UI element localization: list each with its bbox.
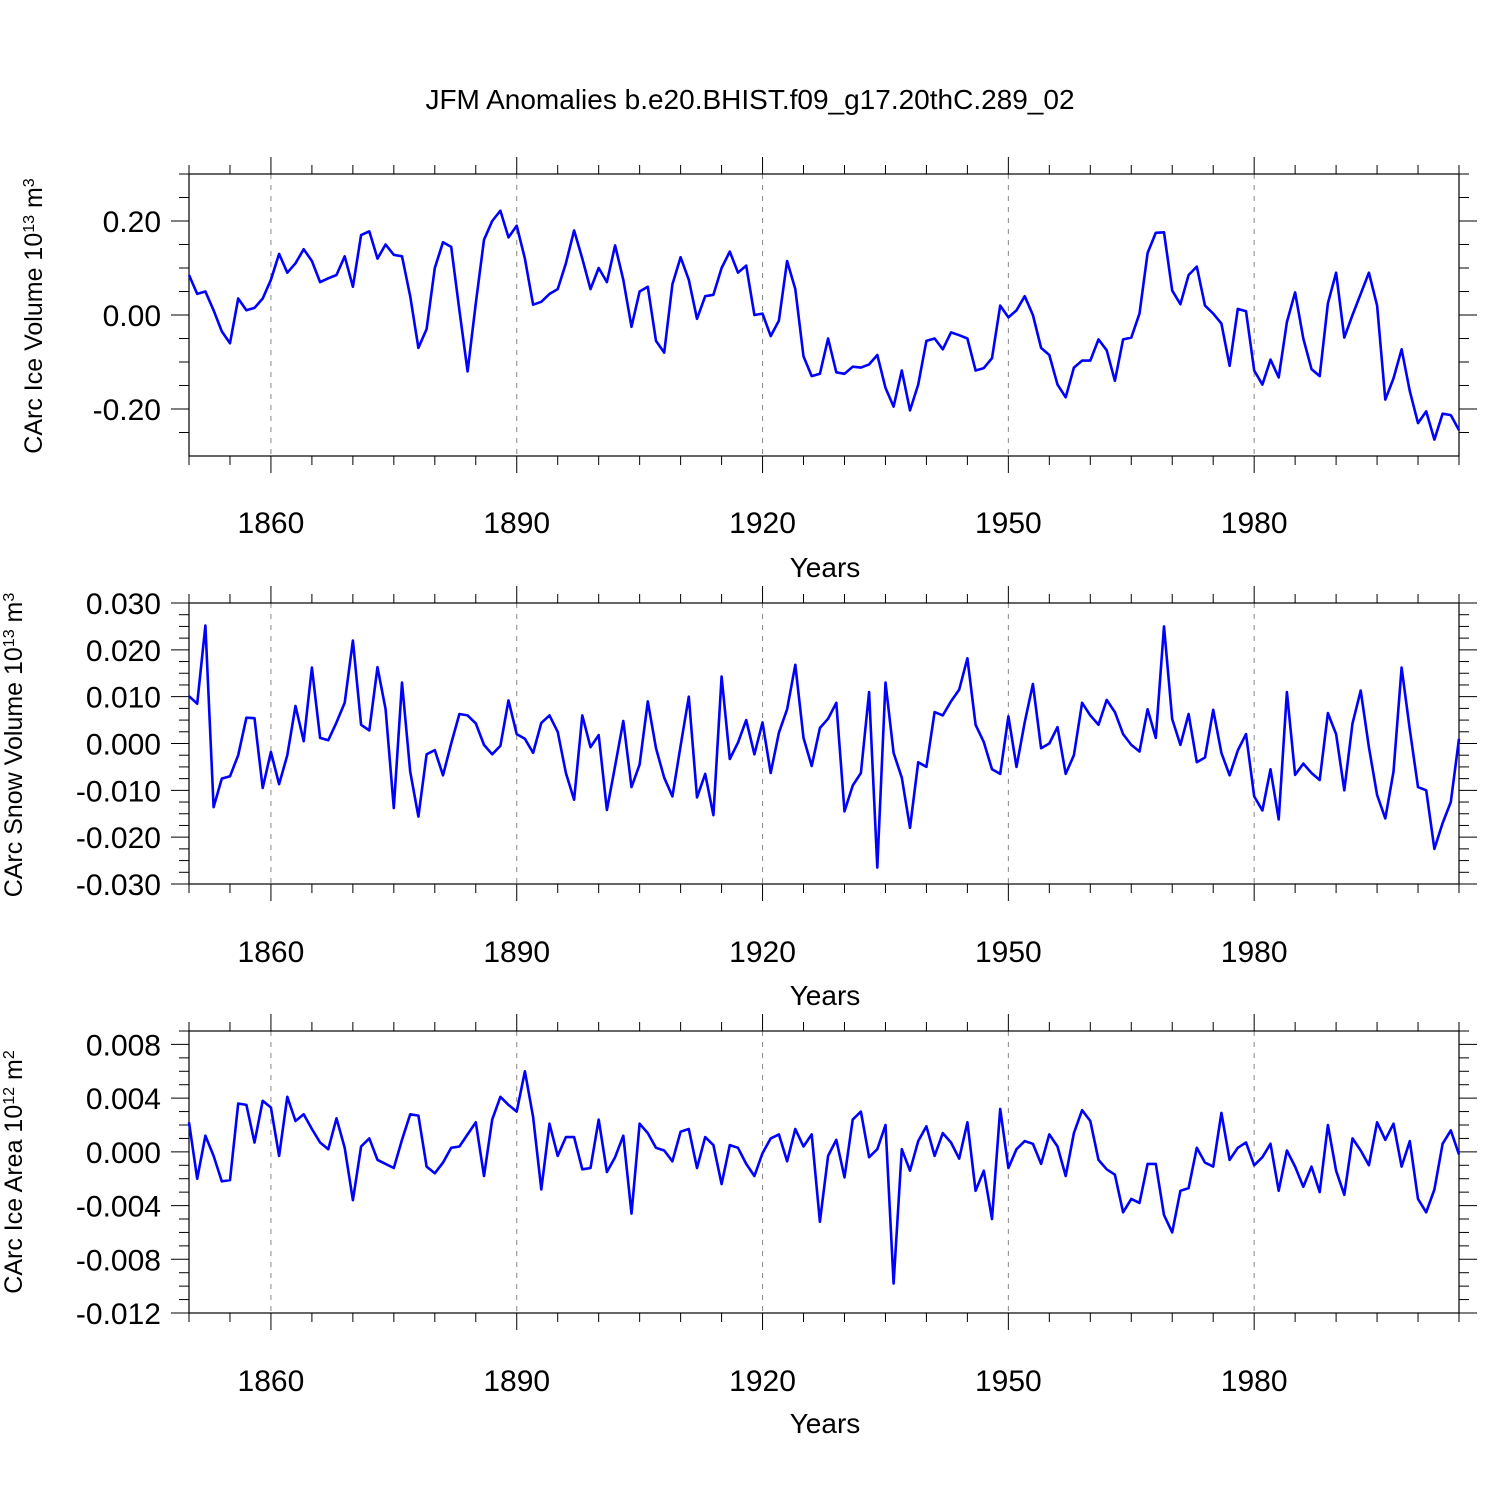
series-line-carc-ice-area <box>187 1070 1461 1285</box>
y-tick-label: -0.20 <box>93 394 161 427</box>
plot-frame <box>188 173 1460 457</box>
y-tick-label: 0.00 <box>103 300 161 333</box>
y-tick-label: 0.008 <box>86 1029 161 1062</box>
y-axis-unit-exponent: 2 <box>1 1050 18 1059</box>
x-tick-label: 1950 <box>975 1365 1042 1398</box>
x-tick-label: 1920 <box>729 507 796 540</box>
y-axis-label-text: m <box>0 1059 28 1087</box>
x-tick-label: 1980 <box>1221 507 1288 540</box>
x-tick-label: 1860 <box>238 1365 305 1398</box>
x-tick-label: 1980 <box>1221 1365 1288 1398</box>
chart-panel-3: 0.008 0.004 0.000 -0.004 -0.008 -0.012 1860 189… <box>0 1014 1477 1439</box>
y-axis-unit-exponent: 3 <box>21 178 38 187</box>
chart-panel-2: 0.030 0.020 0.010 0.000 -0.010 -0.020 -0.030 18… <box>0 586 1477 1011</box>
y-axis-label-text: m <box>0 602 28 630</box>
y-axis-label-text: CArc Snow Volume 10 <box>0 647 28 897</box>
x-axis-label: Years <box>790 1408 861 1439</box>
x-axis-label: Years <box>790 552 861 583</box>
y-tick-label: 0.20 <box>103 206 161 239</box>
y-tick-label: 0.030 <box>86 588 161 621</box>
y-tick-label: -0.004 <box>76 1191 161 1224</box>
x-tick-label: 1950 <box>975 507 1042 540</box>
plot-frame <box>188 602 1460 885</box>
x-tick-label: 1890 <box>483 507 550 540</box>
y-tick-label: -0.008 <box>76 1244 161 1277</box>
x-tick-label: 1890 <box>483 1365 550 1398</box>
y-tick-label: -0.012 <box>76 1298 161 1331</box>
y-axis-unit-exponent: 12 <box>1 1087 18 1105</box>
y-axis-unit-exponent: 3 <box>1 593 18 602</box>
y-axis-label-text: m <box>20 187 48 215</box>
series-line-carc-snow-volume <box>188 624 1461 869</box>
x-tick-label: 1950 <box>975 936 1042 969</box>
chart-title: JFM Anomalies b.e20.BHIST.f09_g17.20thC.… <box>425 84 1075 115</box>
x-tick-label: 1920 <box>729 936 796 969</box>
y-tick-label: -0.030 <box>76 869 161 902</box>
chart-panel-1: 0.20 0.00 -0.20 1860 1890 1920 1950 1980 Years CA… <box>20 157 1477 583</box>
x-tick-label: 1860 <box>238 936 305 969</box>
series-line-carc-ice-volume <box>187 209 1461 441</box>
y-axis-unit-exponent: 13 <box>21 215 38 233</box>
y-axis-label: CArc Ice Area 1012 m2 <box>0 1050 28 1294</box>
y-axis-label-text: CArc Ice Area 10 <box>0 1105 28 1294</box>
x-tick-label: 1920 <box>729 1365 796 1398</box>
y-axis-label-text: CArc Ice Volume 10 <box>20 233 48 454</box>
y-tick-label: 0.000 <box>86 729 161 762</box>
y-tick-label: -0.020 <box>76 822 161 855</box>
x-tick-label: 1980 <box>1221 936 1288 969</box>
y-tick-label: 0.010 <box>86 682 161 715</box>
x-tick-label: 1860 <box>238 507 305 540</box>
y-tick-label: 0.020 <box>86 635 161 668</box>
y-axis-label: CArc Snow Volume 1013 m3 <box>0 593 28 898</box>
y-tick-label: 0.000 <box>86 1137 161 1170</box>
y-axis-label: CArc Ice Volume 1013 m3 <box>20 178 48 454</box>
y-axis-unit-exponent: 13 <box>1 629 18 647</box>
x-tick-label: 1890 <box>483 936 550 969</box>
y-tick-label: 0.004 <box>86 1083 161 1116</box>
y-tick-label: -0.010 <box>76 775 161 808</box>
x-axis-label: Years <box>790 980 861 1011</box>
plot-frame <box>188 1030 1460 1314</box>
